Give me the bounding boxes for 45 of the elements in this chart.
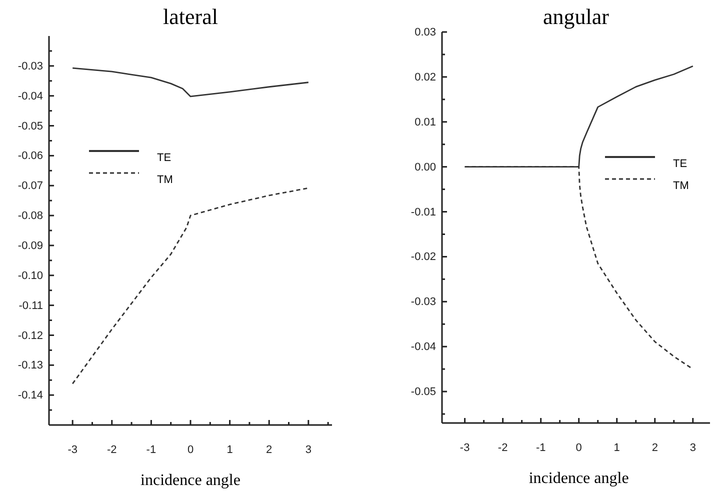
y-tick-label: -0.09 xyxy=(18,240,43,252)
x-tick-label: -1 xyxy=(536,442,546,454)
x-tick-label: 1 xyxy=(226,444,233,456)
y-tick-label: 0.01 xyxy=(414,116,436,128)
y-tick-label: -0.14 xyxy=(18,390,43,402)
x-tick-label: 3 xyxy=(690,442,696,454)
x-tick-label: 2 xyxy=(266,444,272,456)
x-tick-label: 2 xyxy=(652,442,658,454)
legend-label: TE xyxy=(157,152,172,164)
chart-title: lateral xyxy=(163,4,218,29)
x-tick-label: -3 xyxy=(68,444,78,456)
y-tick-label: -0.04 xyxy=(410,341,436,354)
y-tick-label: -0.08 xyxy=(18,210,43,222)
legend-label: TE xyxy=(673,158,688,170)
y-tick-label: 0.00 xyxy=(414,161,436,174)
legend-label: TM xyxy=(157,174,173,186)
y-tick-label: 0.03 xyxy=(414,26,436,39)
x-tick-label: 0 xyxy=(576,442,582,454)
y-tick-label: -0.11 xyxy=(18,300,43,312)
x-tick-label: 1 xyxy=(614,442,620,454)
x-tick-label: 0 xyxy=(187,444,194,456)
y-tick-label: -0.10 xyxy=(18,270,43,282)
y-tick-label: -0.01 xyxy=(410,206,436,218)
y-tick-label: 0.02 xyxy=(414,71,436,84)
y-tick-label: -0.05 xyxy=(18,120,43,132)
y-tick-label: -0.03 xyxy=(18,60,43,72)
y-tick-label: -0.13 xyxy=(18,360,43,372)
legend-label: TM xyxy=(673,180,689,192)
y-tick-label: -0.07 xyxy=(18,180,43,192)
x-tick-label: -1 xyxy=(146,444,156,456)
x-axis-title: incidence angle xyxy=(140,472,240,489)
x-tick-label: -2 xyxy=(498,442,508,454)
x-axis-title: incidence angle xyxy=(528,470,629,487)
x-tick-label: 3 xyxy=(305,444,312,456)
x-tick-label: -2 xyxy=(107,444,117,456)
x-tick-label: -3 xyxy=(460,442,470,454)
y-tick-label: -0.05 xyxy=(410,386,436,398)
line-series xyxy=(72,187,310,384)
chart-title: angular xyxy=(543,4,610,29)
y-tick-label: -0.02 xyxy=(410,251,436,264)
y-tick-label: -0.03 xyxy=(410,296,436,308)
y-tick-label: -0.06 xyxy=(18,150,43,162)
y-tick-label: -0.04 xyxy=(18,90,43,102)
line-series xyxy=(72,67,310,98)
y-tick-label: -0.12 xyxy=(18,330,43,342)
